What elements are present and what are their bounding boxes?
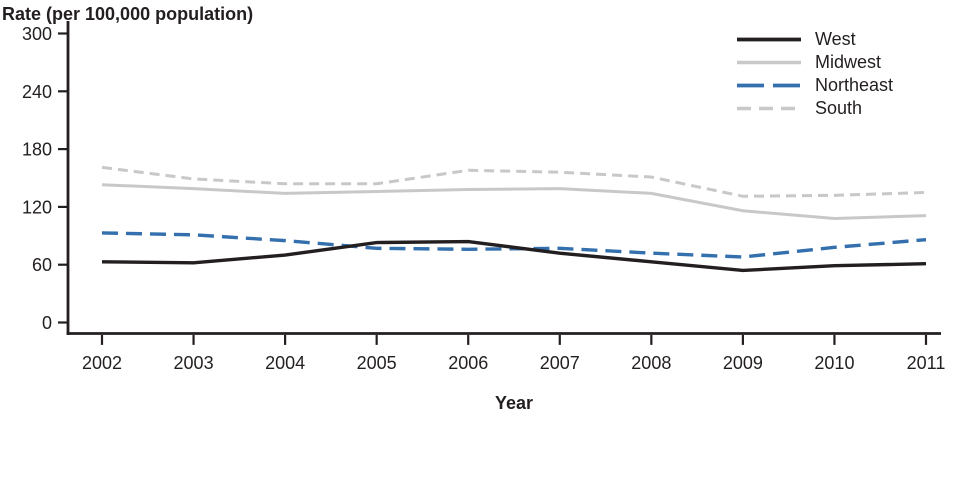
y-tick-label: 120 — [22, 197, 52, 217]
series-line-northeast — [101, 231, 927, 259]
y-tick-label: 0 — [42, 313, 52, 333]
x-axis-title: Year — [494, 393, 534, 413]
x-tick-label: 2011 — [907, 353, 946, 373]
series-line-south — [101, 165, 927, 198]
legend-label: South — [815, 98, 863, 118]
y-tick-label: 180 — [22, 140, 52, 160]
x-tick-label: 2002 — [82, 353, 122, 373]
legend-line-swatch-south — [737, 106, 801, 111]
x-tick-label: 2005 — [357, 353, 397, 373]
y-tick-label: 60 — [32, 255, 52, 275]
legend-line-swatch-midwest — [737, 60, 801, 65]
y-tick-label: 300 — [22, 24, 52, 44]
x-tick-label: 2008 — [631, 353, 671, 373]
x-tick-label: 2004 — [265, 353, 305, 373]
legend-item-south: South — [737, 97, 893, 120]
legend-line-swatch-northeast — [737, 83, 801, 88]
y-tick-label: 240 — [22, 82, 52, 102]
legend-item-northeast: Northeast — [737, 74, 893, 97]
legend-label: Northeast — [815, 75, 894, 95]
x-tick-label: 2010 — [814, 353, 854, 373]
legend-item-midwest: Midwest — [737, 51, 893, 74]
series-line-west — [101, 239, 927, 273]
legend-label: Midwest — [815, 52, 882, 72]
legend-line-swatch-west — [737, 37, 801, 42]
y-axis-title: Rate (per 100,000 population) — [2, 4, 254, 24]
x-tick-label: 2006 — [448, 353, 488, 373]
x-tick-label: 2007 — [540, 353, 580, 373]
legend-label: West — [815, 29, 856, 49]
series-line-midwest — [101, 183, 927, 220]
legend-item-west: West — [737, 28, 893, 51]
legend: West Midwest Northeast South — [737, 28, 893, 120]
x-tick-label: 2003 — [174, 353, 214, 373]
x-tick-label: 2009 — [723, 353, 763, 373]
